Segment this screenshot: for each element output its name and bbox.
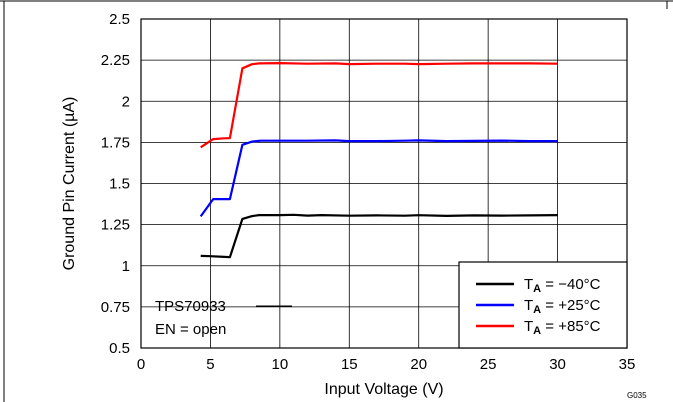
series-line-0 <box>200 213 558 259</box>
legend-label-0: TA = −40°C <box>524 276 601 295</box>
series-line-2 <box>200 61 558 149</box>
figure-id: G035 <box>627 391 647 400</box>
device-annotation: TPS70933 <box>155 298 226 315</box>
y-tick-label: 1.75 <box>101 134 130 151</box>
series-line-1 <box>199 139 558 218</box>
y-tick-label: 0.5 <box>109 340 130 357</box>
x-tick-label: 0 <box>137 356 145 373</box>
y-tick-label: 1 <box>122 258 130 275</box>
x-tick-label: 25 <box>480 356 497 373</box>
enable-annotation: EN = open <box>155 321 226 338</box>
x-tick-label: 15 <box>341 356 358 373</box>
legend: TA = −40°C TA = +25°C TA = +85°C <box>458 261 628 349</box>
x-tick-label: 10 <box>272 356 289 373</box>
legend-label-1: TA = +25°C <box>524 297 601 316</box>
y-axis-title: Ground Pin Current (µA) <box>61 97 78 271</box>
x-tick-label: 35 <box>619 356 636 373</box>
y-tick-label: 2.5 <box>109 11 130 28</box>
y-tick-label: 0.75 <box>101 299 130 316</box>
y-tick-label: 1.5 <box>109 176 130 193</box>
x-tick-label: 30 <box>549 356 566 373</box>
x-tick-label: 20 <box>410 356 427 373</box>
x-tick-labels: 0 5 10 15 20 25 30 35 <box>137 356 636 373</box>
y-tick-label: 2.25 <box>101 52 130 69</box>
y-tick-label: 2 <box>122 93 130 110</box>
y-tick-labels: 0.5 0.75 1 1.25 1.5 1.75 2 2.25 2.5 <box>101 11 130 357</box>
x-tick-label: 5 <box>206 356 214 373</box>
plot-area-border <box>140 18 628 349</box>
data-series <box>199 61 558 259</box>
y-tick-label: 1.25 <box>101 217 130 234</box>
x-axis-title: Input Voltage (V) <box>324 381 443 398</box>
legend-label-2: TA = +85°C <box>524 318 601 337</box>
